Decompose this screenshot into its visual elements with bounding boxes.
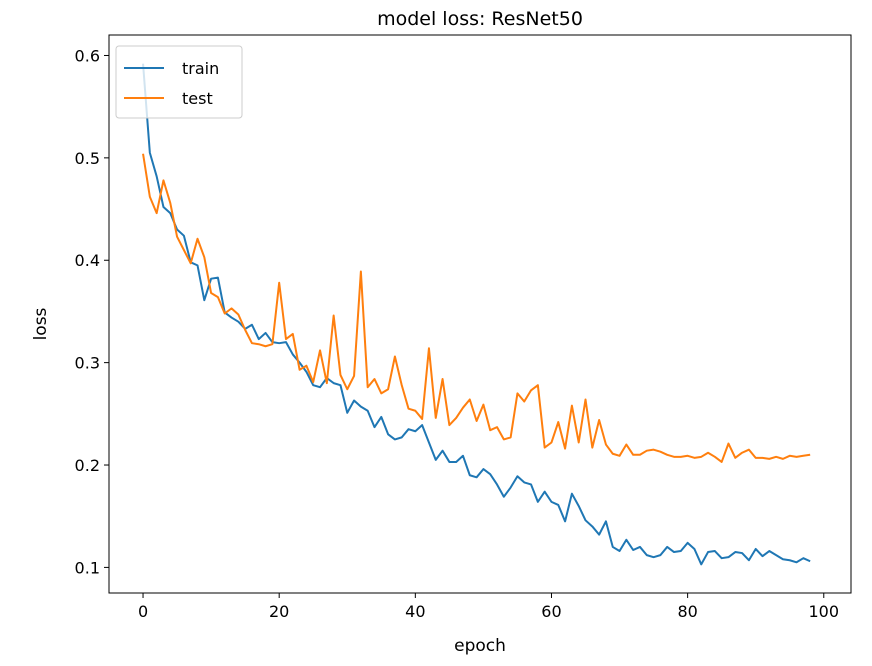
- x-axis-ticks: 0 20 40 60 80 100: [138, 593, 839, 621]
- y-tick-label: 0.6: [75, 46, 100, 65]
- y-tick-label: 0.1: [75, 558, 100, 577]
- series-line-train: [142, 63, 811, 566]
- y-axis-label: loss: [31, 307, 51, 340]
- legend-label-test: test: [182, 89, 213, 108]
- x-tick-label: 80: [677, 602, 697, 621]
- x-tick-label: 60: [541, 602, 561, 621]
- legend: train test: [115, 45, 243, 119]
- x-tick-label: 100: [808, 602, 839, 621]
- x-tick-label: 40: [405, 602, 425, 621]
- legend-label-train: train: [182, 59, 219, 78]
- y-tick-label: 0.2: [75, 456, 100, 475]
- y-axis-ticks: 0.1 0.2 0.3 0.4 0.5 0.6: [75, 46, 109, 577]
- plot-area: [109, 35, 851, 593]
- y-tick-label: 0.3: [75, 354, 100, 373]
- plot-frame: [108, 34, 852, 594]
- legend-box: [115, 45, 243, 119]
- y-tick-label: 0.5: [75, 149, 100, 168]
- x-tick-label: 0: [138, 602, 148, 621]
- x-tick-label: 20: [269, 602, 289, 621]
- y-tick-label: 0.4: [75, 251, 100, 270]
- chart-title: model loss: ResNet50: [377, 8, 583, 30]
- x-axis-label: epoch: [454, 636, 506, 656]
- series-lines: [142, 63, 811, 566]
- series-line-test: [142, 153, 811, 463]
